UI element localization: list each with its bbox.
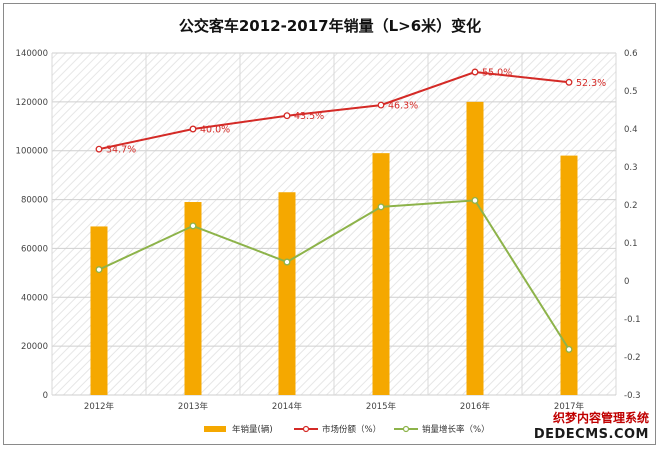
right-tick-label: 0.2 bbox=[624, 201, 638, 211]
legend-marker bbox=[302, 425, 310, 433]
right-axis: -0.3 -0.2 -0.1 0 0.1 0.2 0.3 0.4 0.5 0.6 bbox=[624, 49, 641, 401]
left-tick-label: 20000 bbox=[21, 342, 48, 352]
legend: 年销量(辆) 市场份额（%） 销量增长率（%） bbox=[204, 424, 490, 435]
data-point bbox=[283, 258, 291, 266]
legend-label: 年销量(辆) bbox=[232, 424, 273, 435]
data-point bbox=[189, 125, 197, 133]
chart-title: 公交客车2012-2017年销量（L>6米）变化 bbox=[179, 17, 481, 35]
legend-label: 销量增长率（%） bbox=[422, 424, 490, 435]
chart-frame: 公交客车2012-2017年销量（L>6米）变化 0 20000 40000 6000… bbox=[3, 3, 656, 445]
bar bbox=[184, 202, 202, 395]
bar bbox=[466, 101, 484, 395]
left-tick-label: 100000 bbox=[16, 147, 48, 157]
data-point bbox=[283, 112, 291, 120]
data-point bbox=[95, 266, 103, 274]
category-label: 2014年 bbox=[272, 401, 303, 412]
category-label: 2015年 bbox=[366, 401, 397, 412]
x-axis: 2012年 2013年 2014年 2015年 2016年 2017年 bbox=[84, 401, 585, 412]
left-tick-label: 140000 bbox=[16, 49, 48, 59]
bar-series bbox=[90, 101, 578, 395]
series-line bbox=[98, 70, 570, 151]
data-point bbox=[471, 68, 479, 76]
data-point bbox=[95, 145, 103, 153]
data-point bbox=[189, 222, 197, 230]
data-point bbox=[471, 196, 479, 204]
series-line bbox=[98, 199, 570, 350]
data-point bbox=[377, 101, 385, 109]
gridlines bbox=[51, 52, 617, 396]
category-label: 2012年 bbox=[84, 401, 115, 412]
data-point bbox=[565, 345, 573, 353]
data-point bbox=[565, 78, 573, 86]
left-tick-label: 40000 bbox=[21, 293, 48, 303]
bar bbox=[372, 153, 390, 395]
data-label: 55.0% bbox=[482, 68, 512, 79]
left-tick-label: 60000 bbox=[21, 244, 48, 254]
bar bbox=[278, 192, 296, 395]
left-tick-label: 80000 bbox=[21, 196, 48, 206]
right-tick-label: 0.3 bbox=[624, 163, 638, 173]
right-tick-label: -0.1 bbox=[624, 315, 641, 325]
bar bbox=[90, 226, 108, 395]
left-axis: 0 20000 40000 60000 80000 100000 120000 140000 bbox=[16, 49, 48, 401]
category-label: 2017年 bbox=[554, 401, 585, 412]
data-label: 40.0% bbox=[200, 125, 230, 136]
legend-label: 市场份额（%） bbox=[322, 424, 381, 435]
left-tick-label: 120000 bbox=[16, 98, 48, 108]
legend-marker bbox=[402, 425, 410, 433]
right-tick-label: 0.4 bbox=[624, 125, 638, 135]
bar bbox=[560, 155, 578, 395]
legend-swatch bbox=[204, 426, 226, 432]
watermark-text: 织梦内容管理系统 bbox=[552, 411, 649, 425]
data-label: 46.3% bbox=[388, 101, 418, 112]
data-label: 52.3% bbox=[576, 78, 606, 89]
category-label: 2016年 bbox=[460, 401, 491, 412]
data-label: 34.7% bbox=[106, 145, 136, 156]
right-tick-label: 0.5 bbox=[624, 87, 638, 97]
right-tick-label: 0.6 bbox=[624, 49, 638, 59]
right-tick-label: -0.3 bbox=[624, 391, 641, 401]
right-tick-label: 0 bbox=[624, 277, 629, 287]
data-point bbox=[377, 203, 385, 211]
category-label: 2013年 bbox=[178, 401, 209, 412]
data-label: 43.5% bbox=[294, 111, 324, 122]
right-tick-label: -0.2 bbox=[624, 353, 641, 363]
chart-svg: 公交客车2012-2017年销量（L>6米）变化 0 20000 40000 6000… bbox=[16, 17, 641, 435]
line-series: 34.7% 40.0% 43.5% 46.3% 55.0% 52.3% bbox=[95, 68, 606, 353]
right-tick-label: 0.1 bbox=[624, 239, 638, 249]
left-tick-label: 0 bbox=[43, 391, 48, 401]
watermark-domain: DEDECMS.COM bbox=[533, 427, 649, 442]
